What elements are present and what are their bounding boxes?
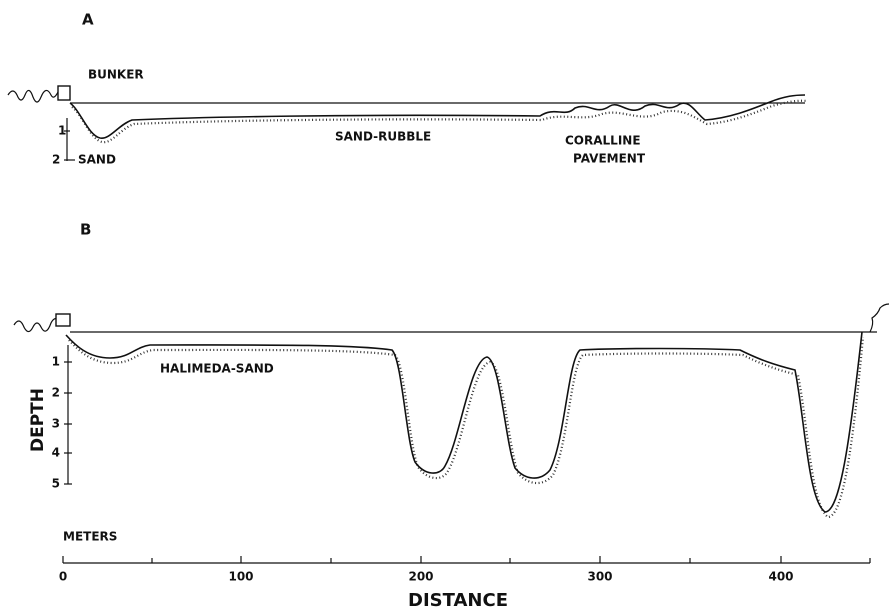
unit-label: METERS (63, 530, 117, 544)
x-tick-label: 200 (408, 570, 433, 584)
distance-axis (62, 556, 871, 564)
label: PAVEMENT (573, 152, 646, 166)
label: SAND (78, 153, 116, 167)
x-tick-label: 300 (587, 570, 612, 584)
axis-title: DISTANCE (408, 590, 508, 611)
axis-title: DEPTH (28, 388, 48, 452)
depth-tick-label: 1 (58, 124, 66, 138)
label: HALIMEDA-SAND (160, 362, 274, 376)
label: SAND-RUBBLE (335, 130, 431, 144)
depth-tick-label: 2 (52, 153, 60, 167)
depth-tick-label: 4 (52, 446, 60, 460)
panel-label: A (82, 11, 94, 29)
x-tick-label: 100 (228, 570, 253, 584)
label: CORALLINE (565, 134, 641, 148)
panel-label: B (80, 221, 91, 239)
profile-a (7, 85, 808, 161)
depth-tick-label: 1 (52, 355, 60, 369)
depth-tick-label: 3 (52, 417, 60, 431)
depth-tick-label: 5 (52, 477, 60, 491)
depth-tick-label: 2 (52, 386, 60, 400)
label: BUNKER (88, 68, 144, 82)
profile-b (13, 303, 889, 519)
x-tick-label: 400 (768, 570, 793, 584)
x-tick-label: 0 (59, 570, 67, 584)
